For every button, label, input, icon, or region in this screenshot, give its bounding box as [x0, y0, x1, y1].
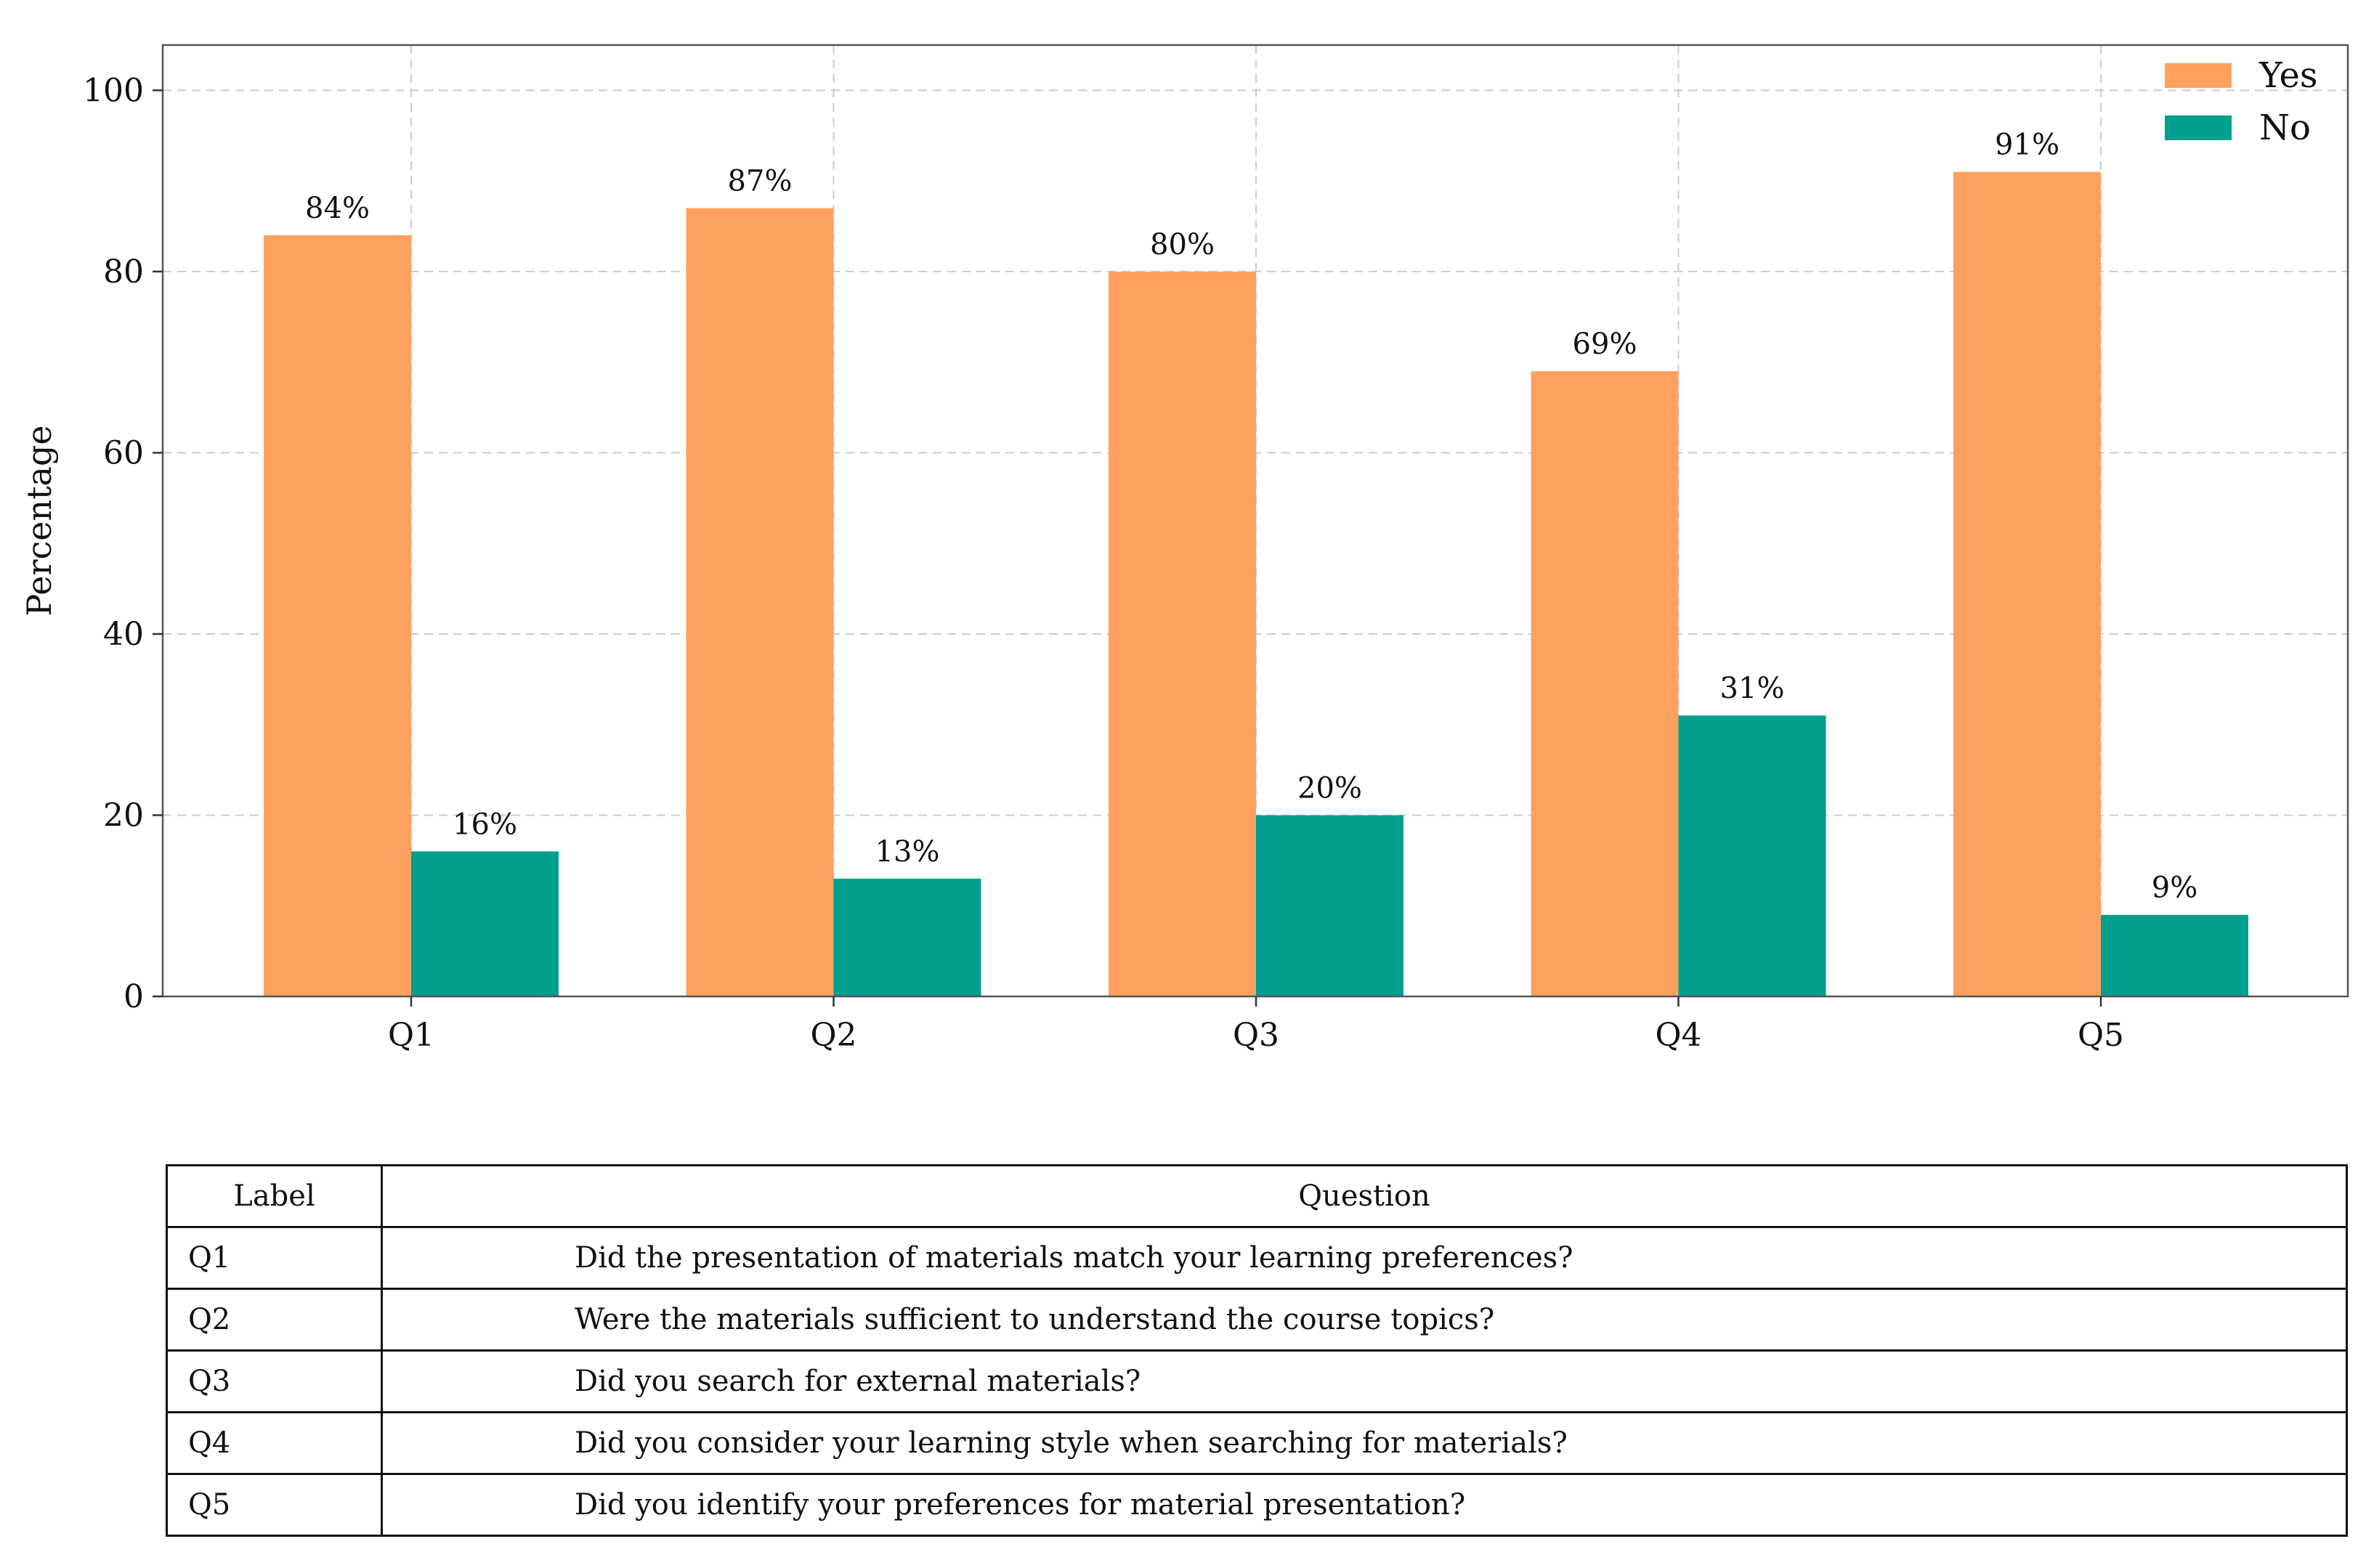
legend-swatch-no: [2165, 115, 2232, 140]
bar-value-label: 80%: [1150, 228, 1215, 261]
row-question: Did the presentation of materials match …: [381, 1226, 2348, 1290]
y-tick-label: 20: [103, 797, 144, 834]
bar-value-label: 9%: [2152, 872, 2197, 905]
row-label: Q1: [166, 1226, 383, 1290]
bar-chart: 0 20 40 60 80 100 Q1 Q2 Q3 Q4 Q5 84% 87% 80% 69% 91% 16…: [20, 44, 2349, 1054]
y-tick-label: 60: [103, 434, 144, 471]
bar-no-q2: [833, 878, 981, 996]
row-question: Were the materials sufficient to underst…: [381, 1288, 2348, 1352]
bar-yes-q5: [1953, 171, 2101, 997]
y-tick-label: 40: [103, 616, 144, 653]
bar-value-label: 84%: [305, 192, 370, 225]
row-label: Q3: [166, 1349, 383, 1413]
question-table: Label Question Q1 Did the presentation o…: [166, 1164, 2348, 1537]
row-label: Q5: [166, 1473, 383, 1537]
question-column-header: Question: [381, 1164, 2348, 1228]
bars: [264, 171, 2248, 997]
x-tick-label: Q4: [1655, 1017, 1701, 1054]
bar-value-label: 13%: [875, 835, 940, 869]
table-row: Q2 Were the materials sufficient to unde…: [166, 1288, 2348, 1352]
table-row: Q4 Did you consider your learning style …: [166, 1411, 2348, 1475]
bar-no-q3: [1256, 815, 1403, 996]
table-row: Q1 Did the presentation of materials mat…: [166, 1226, 2348, 1290]
row-label: Q2: [166, 1288, 383, 1352]
x-tick-label: Q1: [388, 1017, 434, 1054]
y-axis-label: Percentage: [20, 425, 59, 616]
y-tick-label: 80: [103, 253, 144, 291]
bar-value-label: 87%: [728, 165, 793, 198]
axis-ticks: 0 20 40 60 80 100 Q1 Q2 Q3 Q4 Q5: [83, 72, 2124, 1054]
x-tick-label: Q5: [2078, 1017, 2124, 1054]
table-row: Q5 Did you identify your preferences for…: [166, 1473, 2348, 1537]
label-column-header: Label: [166, 1164, 383, 1228]
table-row: Q3 Did you search for external materials…: [166, 1349, 2348, 1413]
bar-yes-q2: [686, 208, 834, 997]
bar-yes-q3: [1109, 271, 1256, 996]
bar-value-label: 91%: [1995, 129, 2059, 162]
legend-label-yes: Yes: [2258, 55, 2318, 96]
bar-value-label: 31%: [1720, 672, 1785, 705]
row-question: Did you identify your preferences for ma…: [381, 1473, 2348, 1537]
bar-value-labels: 84% 87% 80% 69% 91% 16% 13% 20% 31% 9%: [305, 129, 2197, 905]
table-header-row: Label Question: [166, 1164, 2348, 1228]
row-label: Q4: [166, 1411, 383, 1475]
y-tick-label: 0: [123, 978, 144, 1015]
bar-no-q1: [411, 851, 559, 996]
bar-yes-q4: [1531, 371, 1679, 997]
row-question: Did you search for external materials?: [381, 1349, 2348, 1413]
y-tick-label: 100: [83, 72, 144, 109]
bar-value-label: 16%: [453, 808, 517, 841]
row-question: Did you consider your learning style whe…: [381, 1411, 2348, 1475]
bar-no-q4: [1678, 715, 1826, 996]
x-tick-label: Q3: [1233, 1017, 1279, 1054]
legend: Yes No: [2165, 55, 2318, 148]
legend-label-no: No: [2259, 107, 2311, 148]
bar-no-q5: [2101, 914, 2248, 996]
legend-swatch-yes: [2165, 63, 2232, 88]
bar-value-label: 20%: [1297, 771, 1362, 805]
x-tick-label: Q2: [810, 1017, 856, 1054]
bar-yes-q1: [264, 235, 411, 996]
bar-value-label: 69%: [1573, 328, 1637, 361]
